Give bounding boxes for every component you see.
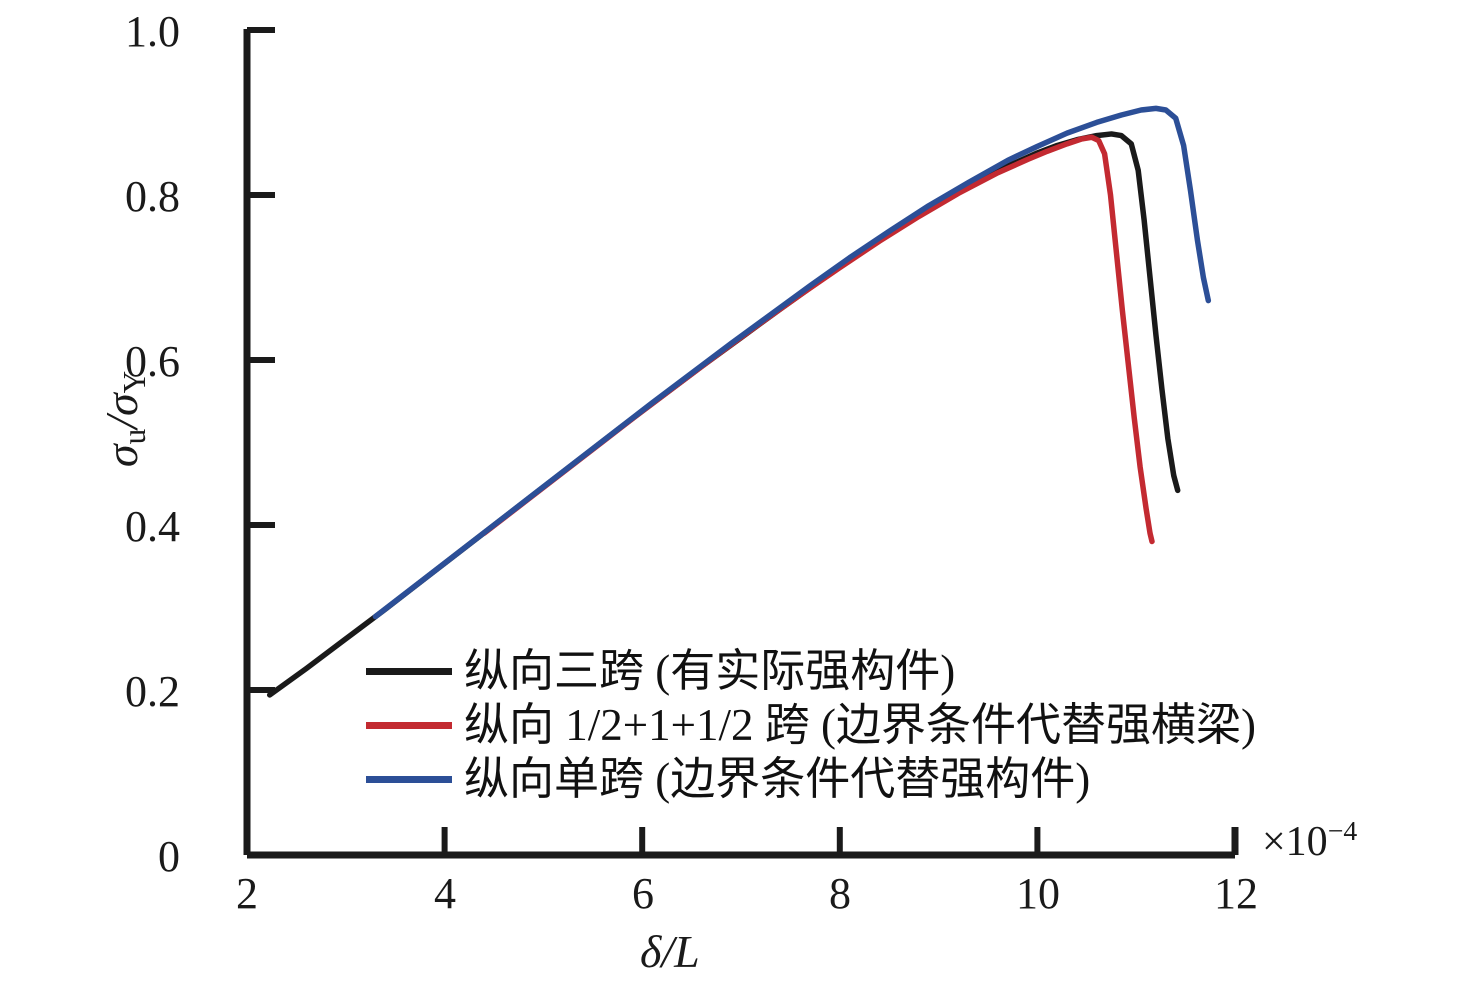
x-axis-title: δ/L xyxy=(640,926,700,977)
x-tick-label-2: 4 xyxy=(434,869,456,918)
legend-swatch-red xyxy=(366,721,452,729)
multiplier-prefix: ×10 xyxy=(1262,819,1328,866)
legend-item-0[interactable]: 纵向三跨 (有实际强构件) xyxy=(366,645,1256,697)
x-tick-label-1: 2 xyxy=(236,869,258,918)
legend-item-1[interactable]: 纵向 1/2+1+1/2 跨 (边界条件代替强横梁) xyxy=(366,699,1256,751)
x-tick-label-3: 6 xyxy=(632,869,654,918)
legend-label-2: 纵向单跨 (边界条件代替强构件) xyxy=(464,753,1091,804)
x-tick-label-6: 12 xyxy=(1214,869,1258,918)
series-line-1 xyxy=(481,134,1155,545)
legend-swatch-black xyxy=(366,667,452,675)
series-line-0 xyxy=(266,131,1181,698)
x-tick-label-5: 10 xyxy=(1016,869,1060,918)
legend-label-1: 纵向 1/2+1+1/2 跨 (边界条件代替强横梁) xyxy=(464,699,1256,750)
y-tick-label-6: 0 xyxy=(158,832,180,881)
y-tick-label-5: 0.2 xyxy=(125,667,180,716)
chart-legend: 纵向三跨 (有实际强构件) 纵向 1/2+1+1/2 跨 (边界条件代替强横梁)… xyxy=(366,645,1256,807)
legend-swatch-blue xyxy=(366,775,452,783)
y-title-sigma-u: σ xyxy=(96,444,148,468)
axis-lines xyxy=(243,29,1235,859)
multiplier-exponent: −4 xyxy=(1327,815,1358,846)
y-tick-label-4: 0.4 xyxy=(125,502,180,551)
x-axis-multiplier: ×10−4 xyxy=(1262,815,1357,866)
legend-label-0: 纵向三跨 (有实际强构件) xyxy=(464,645,956,696)
y-axis-title: σu/σY xyxy=(95,289,153,549)
y-title-slash-sigma: /σ xyxy=(96,393,148,429)
axis-ticks xyxy=(247,27,1239,855)
y-title-sub-u: u xyxy=(116,428,152,445)
data-series-layer xyxy=(266,105,1212,698)
legend-item-2[interactable]: 纵向单跨 (边界条件代替强构件) xyxy=(366,753,1256,805)
x-tick-label-4: 8 xyxy=(829,869,851,918)
series-line-2 xyxy=(372,105,1212,620)
y-tick-label-2: 0.8 xyxy=(125,172,180,221)
y-tick-label-3: 0.6 xyxy=(125,337,180,386)
y-tick-label-1: 1.0 xyxy=(125,7,180,56)
y-title-sub-Y: Y xyxy=(116,370,152,394)
